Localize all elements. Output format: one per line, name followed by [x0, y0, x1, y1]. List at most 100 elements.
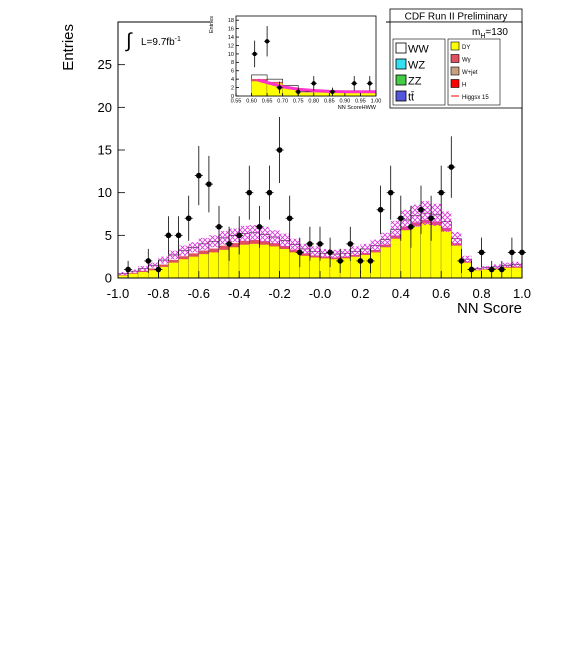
- x-tick-label: 0.75: [293, 99, 304, 105]
- data-point: [367, 258, 374, 264]
- bg-bin-dy: [461, 262, 472, 278]
- data-point: [352, 81, 357, 86]
- x-tick-label: -0.0: [309, 286, 331, 301]
- bg-bin-dy: [320, 258, 331, 278]
- data-point: [448, 164, 455, 170]
- data-point: [499, 266, 505, 273]
- band-bin: [168, 250, 179, 260]
- data-point: [418, 206, 424, 213]
- legend-label: H: [462, 83, 466, 89]
- x-tick-label: 0.65: [262, 99, 273, 105]
- band-bin: [330, 249, 341, 259]
- band-bin: [431, 203, 442, 226]
- band-bin: [471, 266, 482, 271]
- data-point: [276, 147, 283, 153]
- data-point: [196, 172, 202, 179]
- data-point: [428, 215, 434, 222]
- legend-label: DY: [462, 45, 470, 51]
- y-tick-label: 6: [231, 69, 234, 75]
- data-point: [307, 241, 313, 247]
- bg-bin-dy: [329, 92, 345, 96]
- data-point: [266, 189, 273, 196]
- data-point: [311, 81, 316, 86]
- data-point: [297, 249, 303, 256]
- y-tick-label: 16: [228, 27, 234, 33]
- inset-histogram: 0.55 0.60 0.65 0.70 0.75 0.80 0.85 0.90 0.95 1.00…: [209, 10, 386, 112]
- data-point: [458, 258, 465, 264]
- bg-bin-dy: [158, 266, 169, 278]
- luminosity-label: ∫ L=9.7fb-1: [125, 30, 181, 52]
- legend-swatch: [395, 58, 407, 70]
- bg-bin-dy: [178, 259, 189, 278]
- band-bin: [410, 204, 421, 227]
- legend-swatch: [450, 41, 460, 51]
- data-point: [145, 258, 152, 264]
- data-point: [125, 266, 131, 273]
- bg-bin-dy: [269, 246, 280, 278]
- x-tick-label: -1.0: [107, 286, 129, 301]
- band-bin: [370, 239, 381, 252]
- data-point: [327, 249, 333, 256]
- data-point: [226, 241, 232, 247]
- data-point: [236, 232, 242, 239]
- bg-bin-dy: [451, 245, 462, 278]
- x-tick-label: 0.70: [277, 99, 288, 105]
- data-point: [317, 241, 323, 247]
- bg-bin-dy: [344, 92, 361, 96]
- bg-bin-dy: [471, 270, 482, 278]
- legend-label: W+jet: [462, 70, 478, 76]
- band-bin: [380, 232, 391, 247]
- bg-bin-dy: [128, 273, 139, 278]
- bg-bin-dy: [431, 225, 442, 278]
- bg-bin-dy: [441, 231, 452, 278]
- legend-swatch: [395, 74, 407, 86]
- x-tick-label: 1.00: [371, 99, 382, 105]
- y-tick-label: 2: [231, 86, 234, 92]
- header-box: CDF Run II Preliminary: [389, 8, 523, 23]
- inset-frame: [235, 15, 377, 97]
- band-bin: [461, 255, 472, 263]
- x-tick-label: 0.60: [246, 99, 257, 105]
- x-tick-label: 0.85: [324, 99, 335, 105]
- data-point: [286, 215, 293, 222]
- band-bin: [118, 272, 129, 276]
- uncertainty-band: [118, 201, 522, 276]
- y-tick-label: 14: [228, 35, 234, 41]
- legend: mH=130 WW WZ ZZ tt̄ DY Wγ W+jet H Higgsx 15: [389, 21, 523, 109]
- bg-bin-dy: [198, 254, 209, 278]
- bg-bin-dy: [138, 272, 149, 278]
- data-point: [387, 189, 394, 196]
- main-axes: -1.0 -0.8 -0.6 -0.4 -0.2 -0.0 0.2 0.4 0.6 0.8 1.00…: [98, 57, 532, 301]
- bg-bin-dy: [340, 258, 351, 278]
- header-title: CDF Run II Preliminary: [405, 12, 508, 23]
- band-bin: [491, 264, 502, 270]
- data-point: [216, 224, 222, 230]
- band-bin: [340, 248, 351, 258]
- legend-swatch: [450, 66, 460, 76]
- bg-bin-dy: [501, 267, 512, 278]
- legend-label: WZ: [408, 60, 425, 72]
- bg-bin-dy: [168, 262, 179, 278]
- bg-bin-dy: [481, 269, 492, 278]
- x-tick-label: 0.80: [308, 99, 319, 105]
- bg-bin-dy: [299, 255, 310, 278]
- data-point: [488, 266, 495, 273]
- band-bin: [451, 231, 462, 246]
- legend-swatch: [450, 54, 460, 63]
- band-bin: [390, 220, 401, 238]
- data-point: [296, 89, 301, 94]
- main-y-axis-label: Entries: [60, 24, 77, 71]
- bg-bin-dy: [289, 252, 300, 278]
- data-point: [438, 189, 445, 196]
- x-tick-label: 1.0: [513, 286, 531, 301]
- data-point: [277, 85, 282, 90]
- data-point: [330, 89, 335, 94]
- y-tick-label: 25: [98, 57, 112, 72]
- x-tick-label: -0.8: [147, 286, 169, 301]
- band-bin: [138, 266, 149, 272]
- bg-bin-dy: [491, 268, 502, 278]
- signal-curve: [257, 78, 376, 94]
- y-tick-label: 20: [98, 100, 112, 115]
- data-point: [165, 232, 172, 239]
- band-bin: [360, 243, 371, 255]
